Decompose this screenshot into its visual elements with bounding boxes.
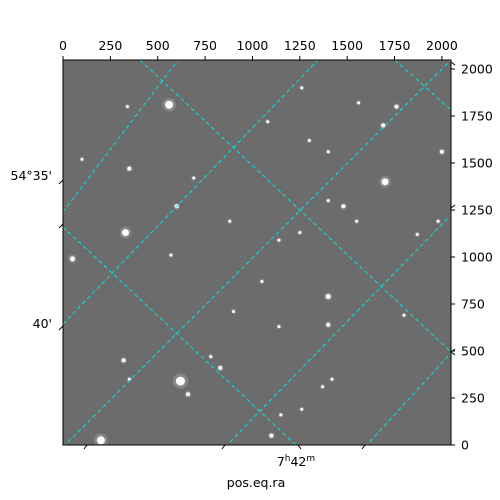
bottom-tick-mark — [83, 444, 88, 450]
right-grid-tick — [450, 61, 456, 66]
star — [307, 138, 311, 142]
top-tick-label: 750 — [193, 38, 217, 53]
star — [357, 101, 361, 105]
star — [300, 407, 304, 411]
top-tick-label: 500 — [146, 38, 170, 53]
right-tick-label: 750 — [461, 297, 485, 312]
bottom-tick-label: 7h42m — [277, 454, 315, 469]
top-axis: 0 250 500 750 1000 1250 1500 1750 2000 — [59, 38, 458, 60]
bottom-tick-mark — [221, 444, 226, 450]
star — [341, 204, 346, 209]
star — [192, 176, 196, 180]
star — [169, 253, 173, 257]
grid-line — [394, 60, 451, 111]
grid-line — [226, 214, 451, 445]
right-axis: 0 250 500 750 1000 1250 1500 1750 2000 — [450, 61, 493, 453]
star — [381, 178, 389, 186]
right-tick-label: 1500 — [461, 156, 493, 171]
star — [436, 219, 440, 223]
star — [402, 313, 406, 317]
star — [175, 376, 185, 386]
wcs-grid — [63, 60, 451, 445]
star — [269, 433, 274, 438]
star — [125, 105, 129, 109]
top-tick-label: 1250 — [284, 38, 316, 53]
right-tick-label: 1000 — [461, 250, 493, 265]
grid-line — [366, 352, 451, 445]
star — [218, 365, 223, 370]
star — [321, 385, 325, 389]
star — [277, 238, 281, 242]
grid-line — [64, 60, 451, 445]
grid-line — [63, 60, 319, 325]
star — [80, 157, 84, 161]
image-background — [63, 60, 451, 445]
star — [415, 232, 419, 236]
star — [300, 86, 304, 90]
star — [326, 150, 330, 154]
star — [228, 219, 232, 223]
star — [186, 392, 191, 397]
left-axis: 54°35' 40' — [11, 168, 64, 331]
right-tick-label: 500 — [461, 344, 485, 359]
star — [325, 293, 331, 299]
right-tick-label: 250 — [461, 391, 485, 406]
bottom-axis-title: pos.eq.ra — [227, 475, 285, 490]
star — [165, 100, 174, 109]
left-tick-mark — [58, 223, 64, 229]
grid-line — [63, 226, 297, 445]
top-tick-label: 1750 — [379, 38, 411, 53]
top-tick-label: 0 — [59, 38, 67, 53]
left-tick-mark — [58, 179, 64, 185]
star — [122, 229, 130, 237]
left-tick-label: 54°35' — [11, 168, 53, 183]
star — [439, 149, 444, 154]
left-tick-mark — [58, 325, 64, 331]
star — [279, 413, 283, 417]
star — [381, 123, 386, 128]
right-grid-tick — [450, 351, 456, 356]
bottom-tick-mark — [361, 444, 366, 450]
star — [69, 256, 75, 262]
top-tick-label: 1000 — [237, 38, 269, 53]
star — [127, 166, 132, 171]
star — [326, 322, 331, 327]
right-tick-label: 1250 — [461, 203, 493, 218]
right-tick-label: 2000 — [461, 62, 493, 77]
star — [121, 358, 126, 363]
top-tick-label: 250 — [98, 38, 122, 53]
star — [298, 231, 302, 235]
star — [96, 436, 105, 445]
bottom-tick-mark — [297, 444, 302, 450]
star — [277, 325, 281, 329]
right-tick-label: 1750 — [461, 109, 493, 124]
star — [394, 104, 399, 109]
grid-line — [63, 60, 179, 213]
top-tick-label: 2000 — [426, 38, 458, 53]
top-tick-label: 1500 — [331, 38, 363, 53]
right-grid-tick — [450, 348, 456, 353]
bottom-axis: 7h42m — [83, 444, 366, 469]
star — [260, 279, 264, 283]
left-tick-label: 40' — [33, 316, 52, 331]
star — [266, 120, 270, 124]
grid-line — [139, 60, 451, 353]
right-grid-tick — [450, 204, 456, 209]
star-field — [68, 85, 446, 445]
plot-frame — [62, 59, 452, 446]
star — [232, 310, 236, 314]
star — [355, 219, 359, 223]
star — [326, 199, 330, 203]
star — [209, 355, 213, 359]
right-tick-label: 0 — [461, 438, 469, 453]
star — [330, 377, 334, 381]
